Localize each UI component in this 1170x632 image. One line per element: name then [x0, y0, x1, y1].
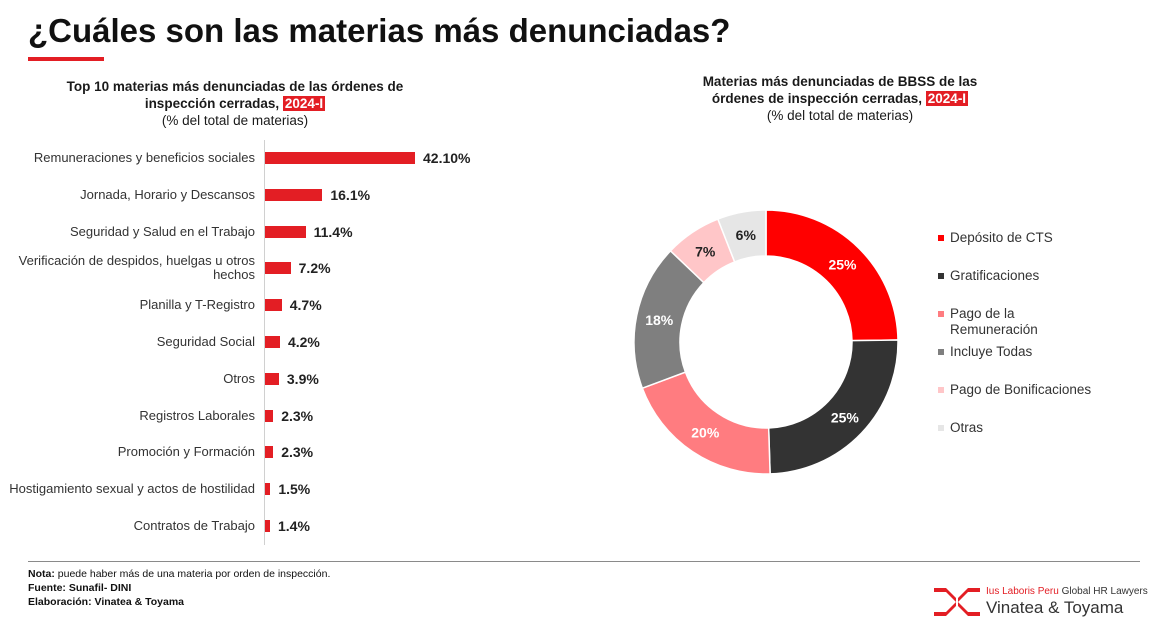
bar-category-label: Otros [223, 370, 255, 386]
legend-label: Depósito de CTS [950, 230, 1053, 245]
bar [265, 483, 271, 496]
donut-slice [641, 371, 771, 475]
bar [265, 152, 415, 164]
bar-chart-subtitle: (% del total de materias) [161, 113, 309, 128]
legend-swatch [938, 425, 944, 431]
bar-category-label: Jornada, Horario y Descansos [80, 186, 255, 202]
donut-slice [767, 339, 899, 475]
bar [265, 520, 270, 532]
donut-chart-period-badge: 2024-I [925, 91, 969, 106]
footer-source: Fuente: Sunafil- DINI [28, 582, 132, 594]
bar-value-label: 16.1% [330, 186, 371, 203]
bar-category-label: Remuneraciones y beneficios sociales [33, 150, 255, 165]
bar-value-label: 4.7% [289, 297, 322, 314]
donut-slice-label: 20% [691, 425, 720, 441]
bar [265, 409, 274, 422]
bar [265, 188, 323, 201]
bar-category-label: Seguridad y Salud en el Trabajo [69, 223, 255, 239]
footer-credit: Elaboración: Vinatea & Toyama [28, 596, 185, 608]
donut-chart-subtitle: (% del total de materias) [766, 108, 914, 123]
legend-swatch [938, 349, 944, 355]
donut-chart-title-line2: órdenes de inspección cerradas, [711, 91, 923, 106]
bar [265, 262, 291, 275]
page-title: ¿Cuáles son las materias más denunciadas… [28, 12, 731, 49]
bar-value-label: 2.3% [281, 444, 314, 461]
bar [265, 336, 280, 348]
footer-notes: Nota: puede haber más de una materia por… [28, 567, 330, 609]
donut-slice-label: 6% [736, 227, 757, 243]
bar-value-label: 3.9% [286, 370, 319, 387]
bar-value-label: 1.5% [278, 481, 311, 498]
bar [265, 225, 306, 238]
bar-chart-title-line1: Top 10 materias más denunciadas de las ó… [66, 79, 404, 94]
donut-slice [765, 209, 899, 342]
legend-label: Otras [950, 420, 984, 435]
legend-label: Pago de Bonificaciones [950, 382, 1092, 397]
bar-category-label: Planilla y T-Registro [139, 297, 255, 313]
bar-category-label: Contratos de Trabajo [133, 518, 255, 533]
title-underline [28, 57, 104, 61]
bar-value-label: 1.4% [277, 518, 310, 534]
legend-swatch [938, 387, 944, 393]
bar-value-label: 2.3% [281, 407, 314, 424]
bar-value-label: 7.2% [298, 260, 331, 277]
bar-category-label: Registros Laborales [139, 407, 255, 423]
bar [265, 372, 279, 385]
donut-slice [716, 209, 767, 263]
donut-chart-title-line1: Materias más denunciadas de BBSS de las [702, 74, 978, 89]
bar-chart-title-line2: inspección cerradas, [144, 96, 280, 111]
legend-label: Gratificaciones [950, 268, 1040, 283]
bar-chart-axis [264, 140, 265, 545]
bar [265, 446, 274, 459]
brand-name: Vinatea & Toyama [986, 598, 1124, 617]
donut-slice-label: 18% [645, 312, 674, 328]
bar-value-label: 42.10% [423, 150, 471, 166]
legend-swatch [938, 235, 944, 241]
bar-value-label: 11.4% [313, 223, 353, 240]
legend-swatch [938, 273, 944, 279]
bar-category-label: Promoción y Formación [117, 444, 255, 460]
bar-value-label: 4.2% [287, 334, 320, 350]
donut-slice-label: 25% [831, 409, 860, 425]
bar-category-label: Seguridad Social [156, 334, 255, 349]
footer-divider [28, 561, 1140, 562]
bar-category-label: Hostigamiento sexual y actos de hostilid… [9, 481, 255, 497]
legend-label: Incluye Todas [950, 344, 1033, 359]
bar-chart-period-badge: 2024-I [282, 96, 326, 111]
bar-chart-title: Top 10 materias más denunciadas de las ó… [30, 78, 440, 129]
donut-chart: 25% 25% 20% 18% 7% 6% [633, 209, 899, 475]
legend-swatch [938, 311, 944, 317]
legend-label: Pago de la Remuneración [950, 306, 1038, 337]
brand-logo-icon [934, 588, 980, 616]
donut-slice-label: 25% [828, 256, 857, 272]
footer-note: Nota: puede haber más de una materia por… [28, 568, 331, 580]
bar-category-label: Verificación de despidos, huelgas u otro… [18, 253, 255, 283]
brand-network: Ius Laboris Peru Global HR Lawyers [986, 586, 1148, 597]
donut-chart-title: Materias más denunciadas de BBSS de las … [650, 73, 1030, 124]
donut-slice-label: 7% [695, 243, 716, 259]
bar [265, 299, 282, 312]
